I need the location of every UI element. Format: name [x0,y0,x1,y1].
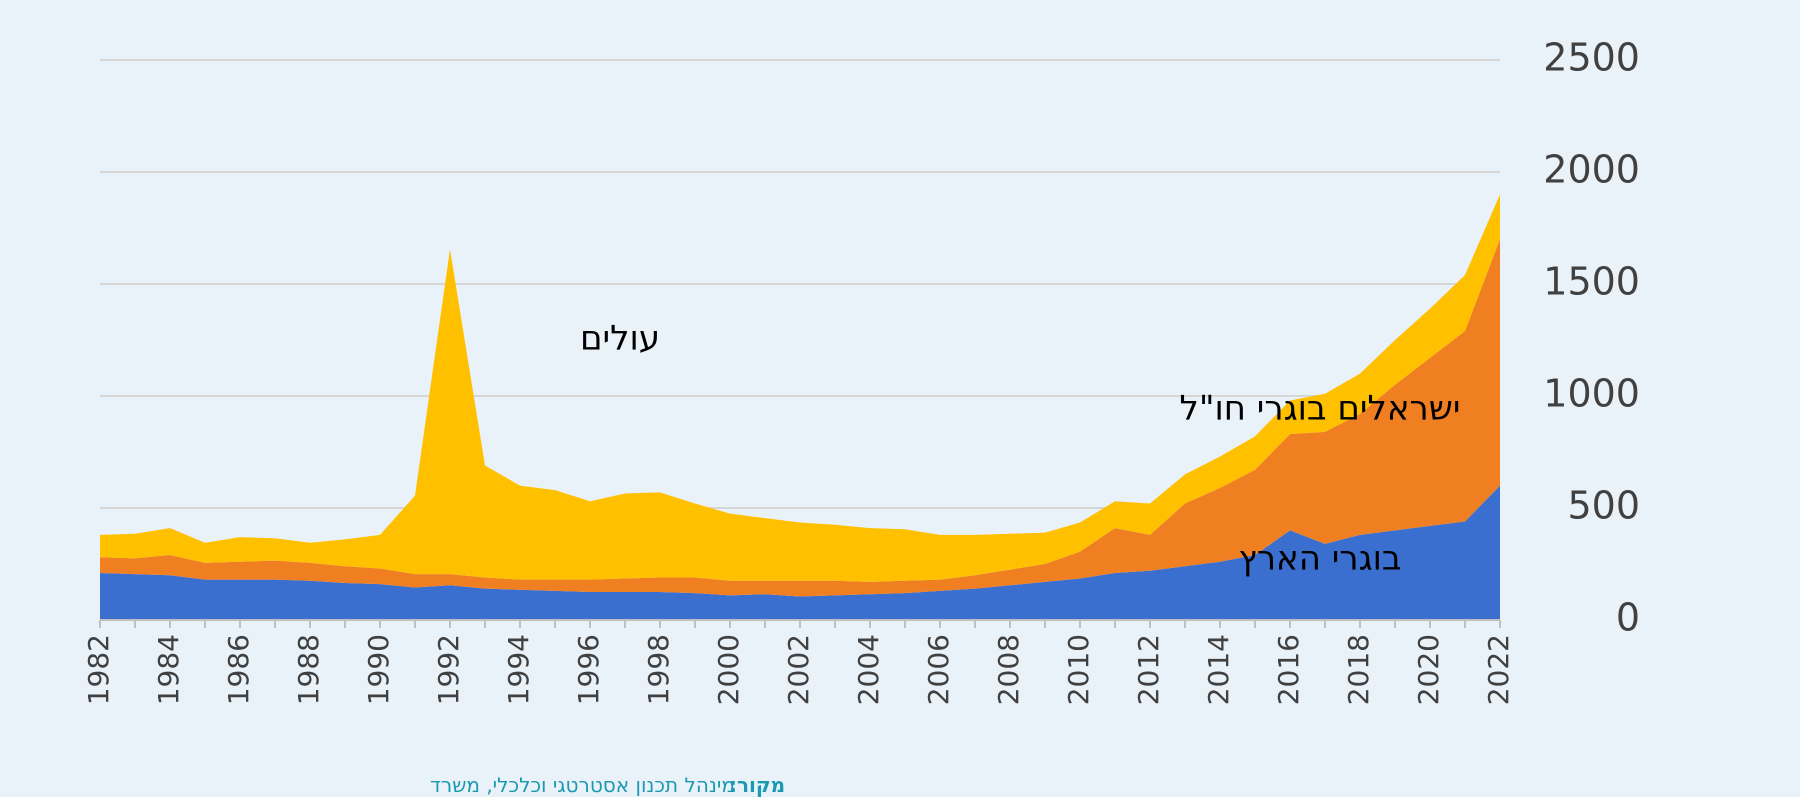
y-tick-label: 0 [1616,596,1640,640]
x-tick-label: 1986 [222,634,255,705]
y-tick-label: 1000 [1543,372,1640,416]
series-label: ישראלים בוגרי חו"ל [1180,389,1461,429]
x-tick-label: 2018 [1342,634,1375,705]
area [100,194,1500,582]
source-text: מינהל תכנון אסטרטגי וכלכלי, משרד [430,773,735,797]
x-tick-label: 2002 [782,634,815,705]
series-label: בוגרי הארץ [1238,539,1401,579]
x-tick-label: 2022 [1482,634,1515,705]
x-tick-label: 2008 [992,634,1025,705]
y-tick-label: 2000 [1543,148,1640,192]
x-tick-label: 1990 [362,634,395,705]
x-tick-label: 2004 [852,634,885,705]
area [100,485,1500,620]
x-tick-label: 1982 [82,634,115,705]
x-tick-label: 2014 [1202,634,1235,705]
x-tick-label: 1996 [572,634,605,705]
y-tick-label: 1500 [1543,260,1640,304]
x-tick-label: 2006 [922,634,955,705]
x-tick-label: 2000 [712,634,745,705]
x-tick-label: 1992 [432,634,465,705]
x-tick-label: 1998 [642,634,675,705]
x-tick-label: 1994 [502,634,535,705]
series-label: עולים [580,319,660,359]
source: מקור:מינהל תכנון אסטרטגי וכלכלי, משרד [430,773,785,797]
x-tick-label: 2020 [1412,634,1445,705]
y-tick-label: 500 [1567,484,1640,528]
y-tick-label: 2500 [1543,36,1640,80]
x-tick-label: 2016 [1272,634,1305,705]
x-tick-label: 1988 [292,634,325,705]
x-tick-label: 2010 [1062,634,1095,705]
source-label: מקור: [729,773,785,797]
x-tick-label: 1984 [152,634,185,705]
x-tick-label: 2012 [1132,634,1165,705]
